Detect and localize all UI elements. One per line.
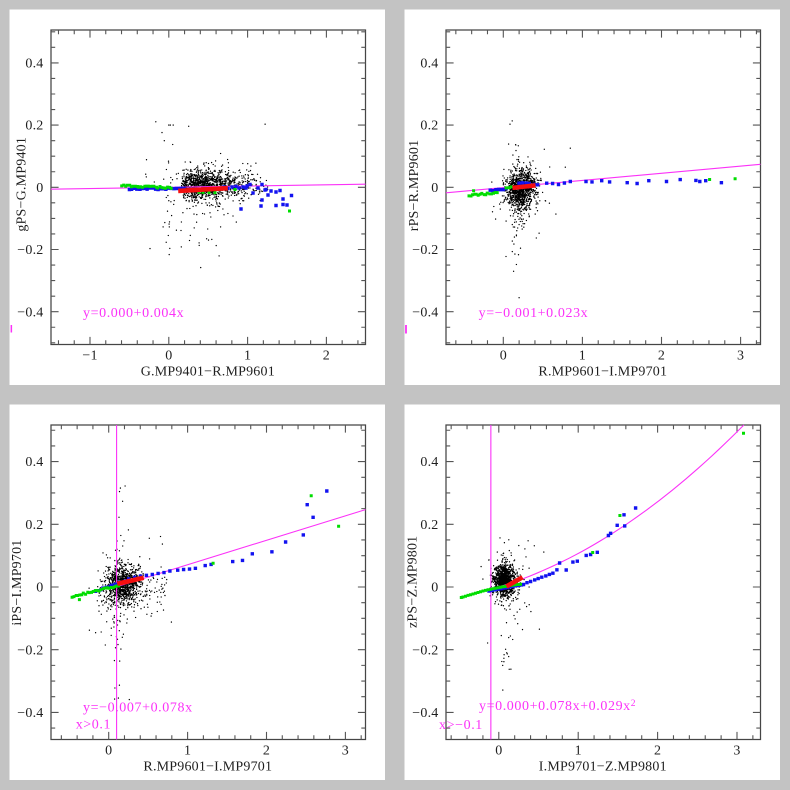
svg-text:3: 3 — [737, 349, 744, 364]
svg-text:0: 0 — [431, 181, 438, 196]
svg-text:0: 0 — [495, 744, 502, 759]
svg-text:1: 1 — [184, 744, 191, 759]
svg-text:I.MP9701−Z.MP9801: I.MP9701−Z.MP9801 — [539, 760, 667, 775]
svg-text:1: 1 — [244, 349, 251, 364]
svg-text:−0.2: −0.2 — [412, 643, 438, 658]
svg-text:0.2: 0.2 — [25, 119, 43, 134]
svg-text:y=−0.007+0.078x: y=−0.007+0.078x — [83, 701, 193, 716]
svg-text:0.2: 0.2 — [420, 119, 438, 134]
svg-text:3: 3 — [342, 744, 349, 759]
svg-text:−0.4: −0.4 — [412, 305, 438, 320]
svg-text:R.MP9601−I.MP9701: R.MP9601−I.MP9701 — [538, 365, 667, 380]
svg-text:gPS−G.MP9401: gPS−G.MP9401 — [15, 137, 30, 232]
svg-text:−0.4: −0.4 — [412, 706, 438, 721]
svg-text:0: 0 — [165, 349, 172, 364]
svg-text:0: 0 — [36, 181, 43, 196]
svg-text:rPS−R.MP9601: rPS−R.MP9601 — [407, 140, 422, 232]
svg-text:2: 2 — [263, 744, 270, 759]
svg-text:y=0.000+0.004x: y=0.000+0.004x — [83, 306, 184, 321]
svg-text:y=−0.001+0.023x: y=−0.001+0.023x — [479, 306, 589, 321]
svg-text:−0.4: −0.4 — [17, 706, 43, 721]
svg-text:−0.2: −0.2 — [17, 243, 43, 258]
svg-text:0.4: 0.4 — [420, 57, 438, 72]
svg-text:2: 2 — [658, 349, 665, 364]
svg-text:G.MP9401−R.MP9601: G.MP9401−R.MP9601 — [141, 365, 275, 380]
svg-text:2: 2 — [323, 349, 330, 364]
svg-text:−0.2: −0.2 — [17, 643, 43, 658]
svg-text:y=0.000+0.078x+0.029x2: y=0.000+0.078x+0.029x2 — [479, 699, 636, 714]
svg-text:1: 1 — [575, 744, 582, 759]
svg-text:R.MP9601−I.MP9701: R.MP9601−I.MP9701 — [143, 760, 272, 775]
svg-text:3: 3 — [733, 744, 740, 759]
svg-text:0: 0 — [431, 581, 438, 596]
svg-text:−0.2: −0.2 — [412, 243, 438, 258]
svg-text:0: 0 — [500, 349, 507, 364]
svg-text:0.2: 0.2 — [25, 518, 43, 533]
svg-text:0.4: 0.4 — [25, 455, 43, 470]
svg-text:1: 1 — [579, 349, 586, 364]
svg-text:x>0.1: x>0.1 — [76, 718, 111, 733]
svg-text:−1: −1 — [82, 349, 97, 364]
svg-text:0.4: 0.4 — [25, 57, 43, 72]
svg-text:x>−0.1: x>−0.1 — [439, 718, 483, 733]
svg-text:iPS−I.MP9701: iPS−I.MP9701 — [10, 540, 25, 626]
svg-text:0: 0 — [105, 744, 112, 759]
svg-text:0.2: 0.2 — [420, 518, 438, 533]
svg-text:0.4: 0.4 — [420, 455, 438, 470]
svg-text:−0.4: −0.4 — [17, 305, 43, 320]
svg-text:0: 0 — [36, 581, 43, 596]
svg-text:2: 2 — [654, 744, 661, 759]
svg-text:zPS−Z.MP9801: zPS−Z.MP9801 — [406, 536, 421, 628]
